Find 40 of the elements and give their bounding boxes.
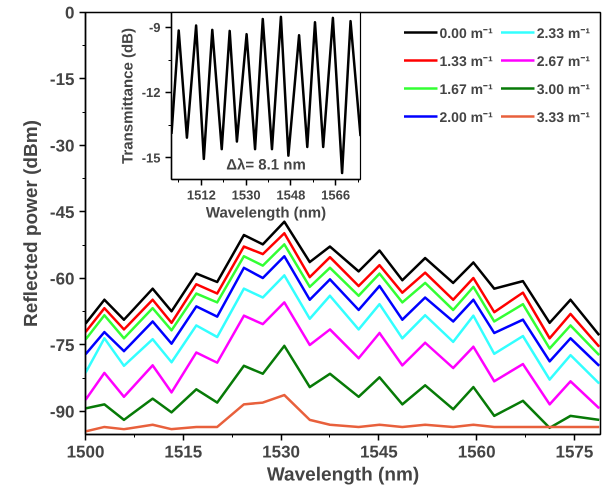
line-series bbox=[86, 243, 600, 356]
x-tick-label: 1566 bbox=[321, 188, 350, 202]
line-series bbox=[86, 232, 600, 348]
y-tick-label: -15 bbox=[50, 70, 75, 89]
line-series bbox=[86, 394, 600, 433]
x-axis-title: Wavelength (nm) bbox=[206, 204, 326, 222]
y-tick-label: -15 bbox=[142, 150, 161, 166]
y-tick-label: -9 bbox=[148, 20, 161, 36]
y-axis-title: Transmittance (dB) bbox=[120, 28, 137, 164]
legend-label: 1.67 m⁻¹ bbox=[440, 80, 493, 98]
annotation: Δλ= 8.1 nm bbox=[226, 156, 306, 174]
line-series bbox=[86, 344, 600, 430]
x-tick-label: 1500 bbox=[66, 442, 104, 462]
x-axis-title: Wavelength (nm) bbox=[266, 464, 420, 486]
x-tick-label: 1530 bbox=[262, 442, 300, 462]
legend-label: 1.33 m⁻¹ bbox=[440, 52, 493, 70]
legend-label: 3.33 m⁻¹ bbox=[536, 108, 590, 126]
y-tick-label: 0 bbox=[65, 4, 75, 22]
legend-label: 2.00 m⁻¹ bbox=[440, 108, 493, 126]
legend-label: 0.00 m⁻¹ bbox=[440, 24, 493, 42]
y-tick-label: -75 bbox=[50, 336, 75, 355]
y-tick-label: -45 bbox=[50, 202, 75, 222]
legend-label: 3.00 m⁻¹ bbox=[536, 80, 590, 98]
x-tick-label: 1548 bbox=[276, 188, 306, 202]
y-tick-label: -60 bbox=[50, 269, 75, 288]
y-axis-title: Reflected power (dBm) bbox=[20, 120, 42, 327]
x-tick-label: 1530 bbox=[232, 188, 261, 202]
x-tick-label: 1545 bbox=[360, 442, 398, 462]
line-series bbox=[86, 274, 600, 385]
x-tick-label: 1515 bbox=[164, 442, 202, 462]
line-series bbox=[86, 301, 600, 410]
line-series bbox=[86, 255, 600, 368]
y-tick-label: -30 bbox=[50, 136, 75, 156]
legend-label: 2.67 m⁻¹ bbox=[536, 52, 590, 70]
y-tick-label: -12 bbox=[142, 85, 161, 100]
x-tick-label: 1575 bbox=[556, 442, 594, 462]
x-tick-label: 1512 bbox=[186, 188, 216, 202]
x-tick-label: 1560 bbox=[458, 442, 496, 462]
y-tick-label: -90 bbox=[50, 402, 75, 422]
legend-label: 2.33 m⁻¹ bbox=[536, 24, 590, 42]
